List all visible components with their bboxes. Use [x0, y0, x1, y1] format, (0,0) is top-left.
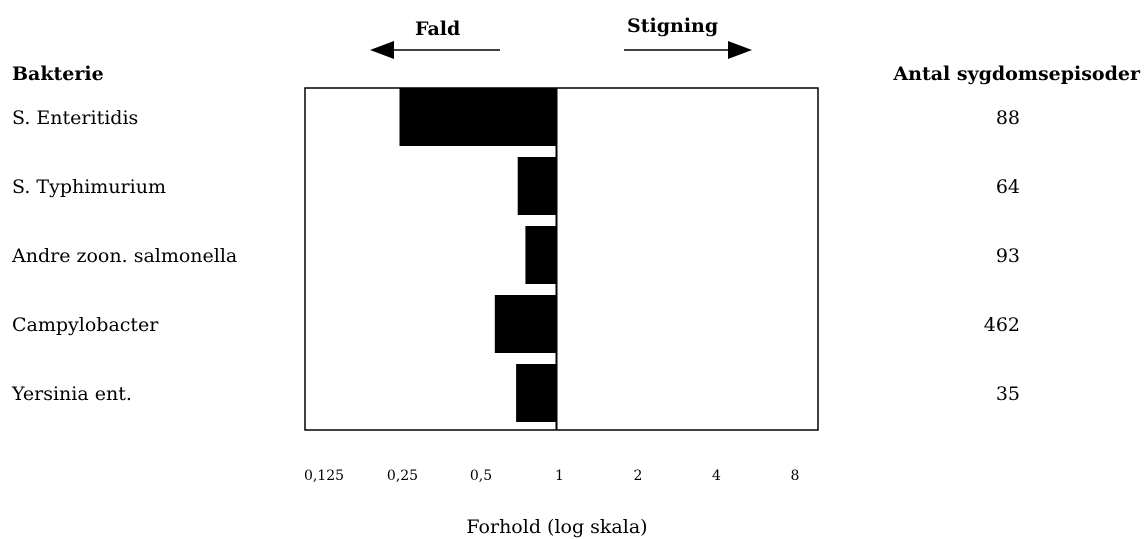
category-header: Bakterie	[12, 63, 104, 85]
x-tick-label-5: 2	[634, 468, 643, 484]
x-tick-label-7: 8	[791, 468, 800, 484]
x-tick-label-6: 4	[712, 468, 721, 484]
episode-count-4: 462	[984, 314, 1020, 336]
episode-counts: 88 64 93 462 35	[984, 107, 1020, 405]
decrease-label: Fald	[415, 18, 460, 40]
category-label-3: Andre zoon. salmonella	[11, 245, 237, 267]
category-label-2: S. Typhimurium	[12, 176, 166, 198]
x-tick-label-3: 0,5	[470, 468, 492, 484]
bar-1	[399, 88, 557, 146]
category-labels: S. Enteritidis S. Typhimurium Andre zoon. …	[11, 107, 237, 405]
episode-count-2: 64	[996, 176, 1020, 198]
bar-5	[516, 364, 557, 422]
episode-count-1: 88	[996, 107, 1020, 129]
x-tick-label-1: 0,125	[304, 468, 344, 484]
x-axis-title: Forhold (log skala)	[466, 516, 647, 538]
episode-count-3: 93	[996, 245, 1020, 267]
increase-label: Stigning	[627, 15, 718, 37]
decrease-arrow-head	[370, 41, 394, 59]
category-label-5: Yersinia ent.	[11, 383, 132, 405]
category-label-4: Campylobacter	[12, 314, 159, 336]
episode-count-5: 35	[996, 383, 1020, 405]
bars	[399, 88, 557, 422]
x-tick-label-2: 0,25	[387, 468, 418, 484]
x-tick-labels: 0,125 0,25 0,5 1 2 4 8	[304, 468, 800, 484]
bar-2	[517, 157, 557, 215]
bar-3	[525, 226, 557, 284]
plot-frame	[304, 87, 819, 431]
increase-arrow-head	[728, 41, 752, 59]
category-label-1: S. Enteritidis	[12, 107, 138, 129]
bar-4	[494, 295, 557, 353]
x-tick-label-4: 1	[555, 468, 564, 484]
count-header: Antal sygdomsepisoder	[892, 63, 1141, 85]
